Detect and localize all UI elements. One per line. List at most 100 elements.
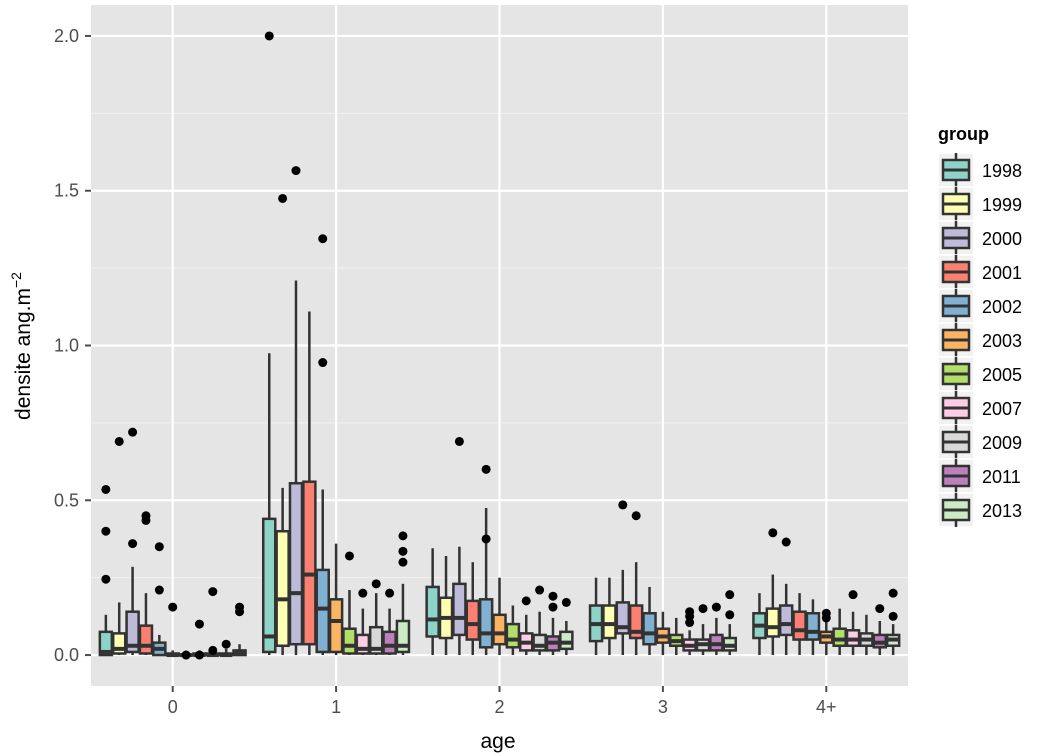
outlier-point [154,542,164,552]
box-2-2000 [452,436,467,656]
box-body [559,630,574,651]
box-1-2011 [382,588,397,656]
y-axis: 0.0 0.5 1.0 1.5 2.0 [54,26,91,665]
outlier-point [235,602,245,612]
box-series [98,31,901,660]
outlier-point [631,511,641,521]
box-2-2013 [559,597,574,656]
legend-label: 1998 [982,161,1022,181]
outlier-point [398,531,408,541]
box-0-2003 [165,602,180,658]
box-body [138,624,154,655]
box-body [465,599,481,641]
box-2-2003 [492,577,507,656]
box-body [125,610,140,654]
box-2-2002 [478,464,494,656]
box-2-2007 [518,596,534,656]
box-1-2001 [302,311,317,656]
box-1-2003 [328,543,344,656]
box-0-2013 [232,602,247,657]
outlier-point [101,574,111,584]
box-body [642,612,657,646]
outlier-point [875,604,885,614]
box-4+-2011 [872,604,888,656]
box-body [505,622,521,649]
outlier-point [318,358,328,368]
box-1-1998 [261,31,277,656]
y-tick-label: 1.5 [54,181,79,201]
legend-label: 2013 [982,501,1022,521]
outlier-point [848,590,858,600]
box-1-2007 [355,588,371,656]
outlier-point [725,590,735,600]
box-2-1998 [425,548,440,656]
box-body [492,613,507,646]
box-3-2001 [628,511,644,656]
legend-label: 2011 [982,467,1021,487]
box-body [765,607,781,638]
box-3-2009 [695,604,711,656]
legend-item-2003: 2003 [937,322,1022,358]
legend-item-2007: 2007 [937,390,1022,426]
outlier-point [385,588,395,598]
x-tick-label: 1 [331,697,341,717]
box-body [532,633,547,652]
outlier-point [194,619,204,629]
outlier-point [181,650,191,660]
box-body [98,630,114,657]
legend-item-2011: 2011 [937,458,1021,494]
box-3-2000 [615,500,631,656]
outlier-point [561,597,571,607]
outlier-point [781,537,791,547]
outlier-point [141,511,151,521]
outlier-point [168,602,178,612]
x-axis-title: age [480,730,515,753]
outlier-point [454,436,464,446]
legend-item-1999: 1999 [937,186,1022,222]
box-body [302,480,317,646]
box-2-1999 [438,555,454,656]
legend-item-2000: 2000 [937,220,1022,256]
outlier-point [481,534,491,544]
outlier-point [358,588,368,598]
x-tick-label: 2 [494,697,504,717]
outlier-point [154,585,164,595]
box-body [275,529,290,648]
box-body [805,612,821,641]
box-body [452,582,467,637]
box-1-2009 [368,579,384,656]
box-4+-2005 [832,608,847,656]
outlier-point [128,539,138,549]
box-body [342,627,357,655]
outlier-point [821,608,831,618]
box-4+-2002 [805,599,821,656]
legend-label: 2009 [982,433,1022,453]
box-4+-2013 [885,588,901,656]
outlier-point [398,546,408,556]
y-tick-label: 0.5 [54,490,79,510]
outlier-point [278,193,288,203]
box-0-2002 [152,542,167,657]
outlier-point [535,585,545,595]
box-0-2011 [218,639,234,658]
box-3-1999 [602,577,617,656]
box-0-2005 [178,650,194,660]
legend-item-2002: 2002 [937,288,1022,324]
box-3-2007 [682,607,697,656]
box-4+-2007 [845,590,861,656]
box-3-2003 [655,611,671,656]
box-body [832,627,847,648]
outlier-point [768,528,778,538]
outlier-point [264,31,274,41]
y-axis-title: densite ang.m−2 [8,272,35,420]
outlier-point [114,436,124,446]
legend-label: 2007 [982,399,1022,419]
legend-title: group [938,124,989,144]
box-4+-1999 [765,528,781,656]
box-0-2007 [192,619,207,660]
y-tick-label: 1.0 [54,336,79,356]
box-1-2000 [288,166,304,656]
box-2-2011 [545,591,561,656]
legend-item-2009: 2009 [937,424,1022,460]
